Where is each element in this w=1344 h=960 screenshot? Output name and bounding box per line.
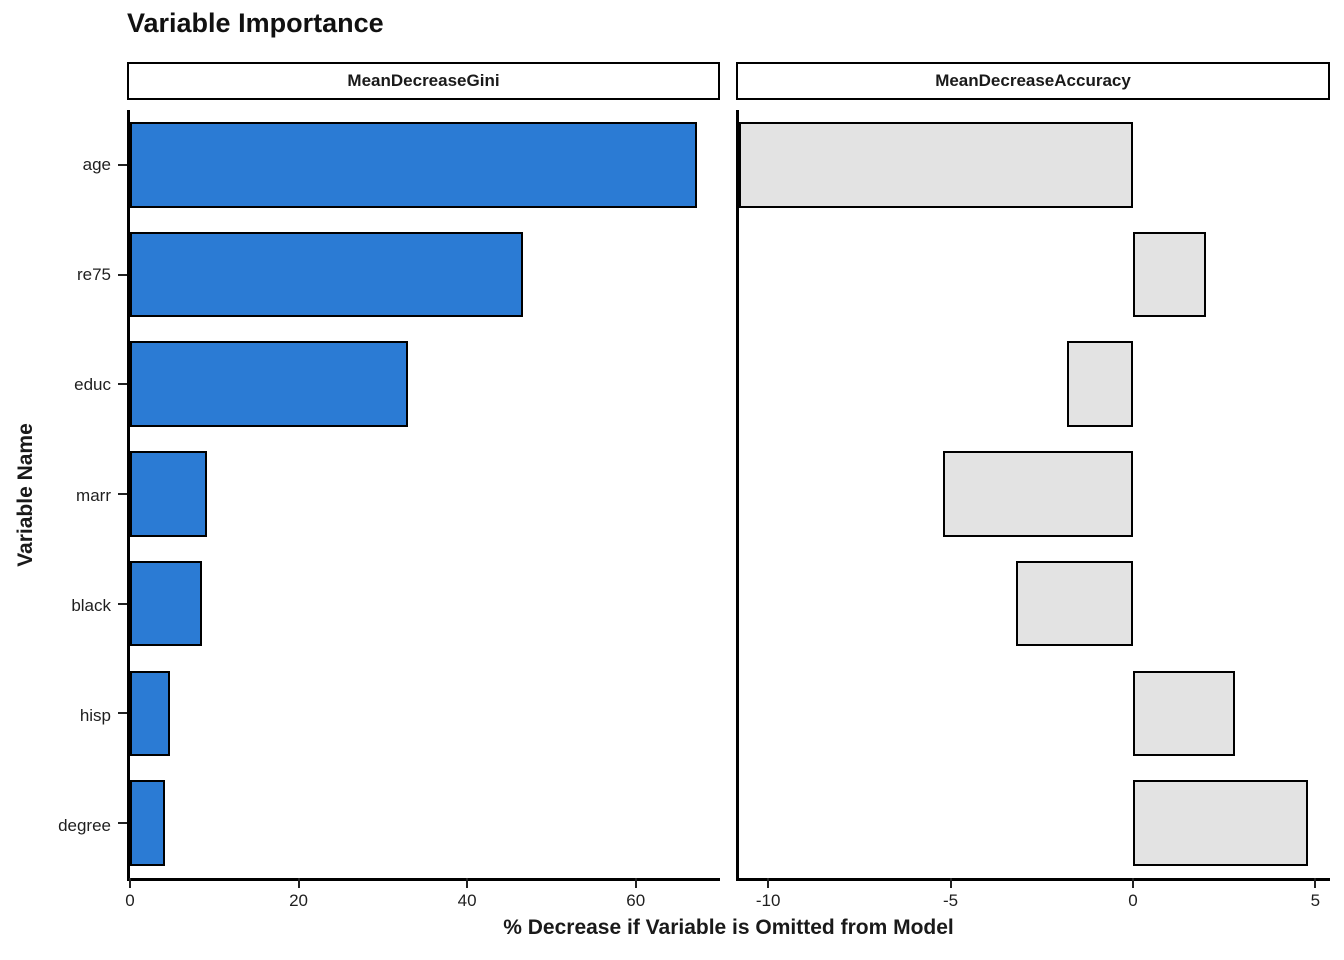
bar-educ-meandecreasegini: [130, 341, 409, 428]
x-tick-mark: [129, 878, 131, 888]
x-tick-label: -5: [943, 891, 959, 910]
y-tick-mark: [118, 712, 127, 715]
y-axis-label-degree: degree: [58, 815, 111, 835]
bar-black-meandecreasegini: [130, 560, 203, 647]
y-tick-mark: [118, 822, 127, 825]
y-tick-mark: [118, 602, 127, 605]
facet-strip-accuracy-label: MeanDecreaseAccuracy: [935, 71, 1131, 90]
y-axis-label-black: black: [71, 595, 111, 615]
y-axis-label-age: age: [82, 155, 111, 175]
y-axis-label-marr: marr: [76, 485, 111, 505]
y-axis-label-hisp: hisp: [79, 705, 111, 725]
panel-accuracy: -10 -5 0 5: [736, 110, 1330, 910]
x-tick-label: 5: [1310, 891, 1321, 910]
bar-marr-meandecreaseaccuracy: [943, 451, 1133, 537]
bar-age-meandecreasegini: [130, 122, 698, 208]
x-axis-title: % Decrease if Variable is Omitted from M…: [503, 916, 954, 939]
y-tick-mark: [118, 493, 127, 495]
x-tick-mark: [297, 878, 300, 888]
x-tick-mark: [949, 878, 952, 888]
y-tick-mark: [118, 383, 127, 386]
chart-title: Variable Importance: [127, 8, 384, 38]
facet-strip-gini-label: MeanDecreaseGini: [347, 71, 500, 90]
x-tick-label: 40: [457, 891, 477, 910]
x-tick-mark: [767, 878, 770, 888]
bar-hisp-meandecreasegini: [130, 670, 170, 757]
bar-re75-meandecreasegini: [130, 231, 523, 318]
x-tick-mark: [1132, 878, 1134, 888]
x-tick-mark: [634, 878, 637, 888]
bar-degree-meandecreasegini: [130, 780, 166, 866]
bar-re75-meandecreaseaccuracy: [1133, 231, 1206, 318]
facet-strip-accuracy: MeanDecreaseAccuracy: [736, 62, 1330, 100]
bar-hisp-meandecreaseaccuracy: [1133, 670, 1236, 757]
x-tick-label: -10: [755, 891, 781, 910]
bar-black-meandecreaseaccuracy: [1016, 560, 1133, 647]
x-tick-mark: [1314, 878, 1317, 888]
bar-degree-meandecreaseaccuracy: [1133, 780, 1309, 866]
y-axis-title: Variable Name: [14, 423, 37, 567]
panel-gini: 0 20 40 60: [118, 110, 720, 910]
x-tick-label: 20: [289, 891, 309, 910]
facet-strip-gini: MeanDecreaseGini: [127, 62, 720, 100]
bar-age-meandecreaseaccuracy: [739, 122, 1133, 208]
bar-educ-meandecreaseaccuracy: [1067, 341, 1133, 428]
y-tick-mark: [118, 273, 127, 276]
x-tick-mark: [466, 878, 469, 888]
x-tick-label: 0: [125, 891, 135, 910]
x-tick-label: 60: [626, 891, 646, 910]
y-tick-mark: [118, 163, 127, 166]
bar-marr-meandecreasegini: [130, 451, 207, 537]
y-axis-label-educ: educ: [74, 375, 111, 395]
y-axis-label-re75: re75: [76, 265, 111, 285]
x-tick-label: 0: [1128, 891, 1138, 910]
y-axis-labels: age re75 educ marr black hisp degree: [0, 110, 127, 881]
